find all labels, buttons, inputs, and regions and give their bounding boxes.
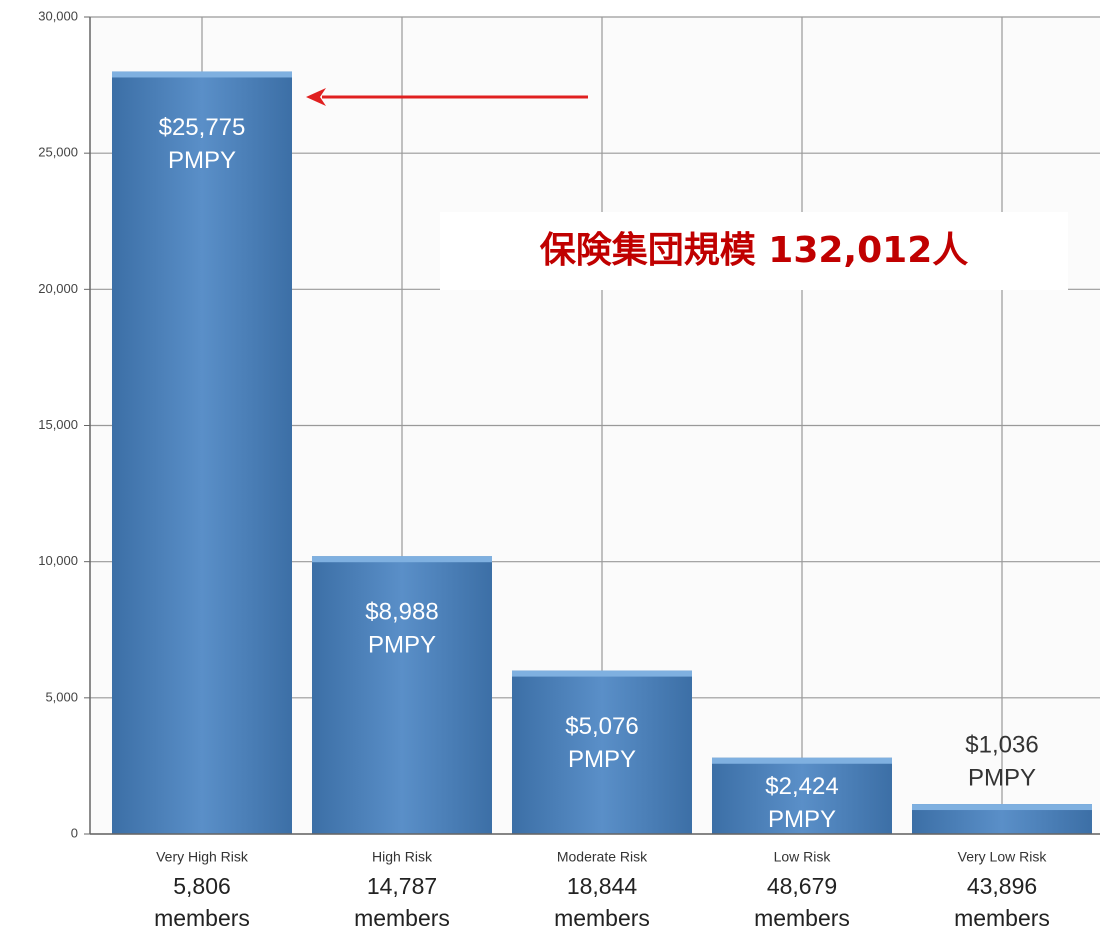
bar (712, 757, 892, 834)
y-tick-label: 10,000 (38, 553, 78, 568)
member-label: members (354, 905, 450, 931)
member-label: members (554, 905, 650, 931)
x-tick-label: Very Low Risk (958, 849, 1048, 865)
member-label: 43,896 (967, 873, 1037, 899)
annotation-box (440, 212, 1068, 290)
y-tick-label: 0 (71, 825, 78, 840)
bar-highlight (712, 757, 892, 764)
member-label: members (754, 905, 850, 931)
member-label: 18,844 (567, 873, 638, 899)
bar (112, 71, 292, 834)
bar-label: $5,076 (565, 713, 638, 740)
member-label: 5,806 (173, 873, 231, 899)
x-tick-label: High Risk (372, 849, 433, 865)
bar-highlight (912, 804, 1092, 811)
bar-label: $2,424 (765, 773, 838, 800)
x-tick-label: Very High Risk (156, 849, 249, 865)
y-tick-label: 25,000 (38, 145, 78, 160)
y-tick-label: 20,000 (38, 281, 78, 296)
bar-highlight (312, 556, 492, 563)
arrow-head (306, 88, 326, 106)
y-tick-label: 30,000 (38, 8, 78, 23)
bar-label: PMPY (968, 764, 1036, 791)
bar-highlight (112, 71, 292, 78)
member-label: 14,787 (367, 873, 437, 899)
bar-label: PMPY (568, 746, 636, 773)
bar-label: $25,775 (159, 114, 246, 141)
member-label: members (954, 905, 1050, 931)
bar-label: PMPY (368, 632, 436, 659)
bar (512, 670, 692, 834)
x-tick-label: Low Risk (774, 849, 832, 865)
bar-label: PMPY (768, 806, 836, 833)
member-label: members (154, 905, 250, 931)
annotation: 保険集団規模 132,012人 (540, 230, 969, 271)
member-label: 48,679 (767, 873, 837, 899)
bar-label: PMPY (168, 147, 236, 174)
y-tick-label: 5,000 (45, 689, 78, 704)
bar (312, 556, 492, 834)
y-tick-label: 15,000 (38, 417, 78, 432)
bar-label: $8,988 (365, 599, 438, 626)
x-tick-label: Moderate Risk (557, 849, 648, 865)
bar-label: $1,036 (965, 731, 1038, 758)
bar-highlight (512, 670, 692, 677)
